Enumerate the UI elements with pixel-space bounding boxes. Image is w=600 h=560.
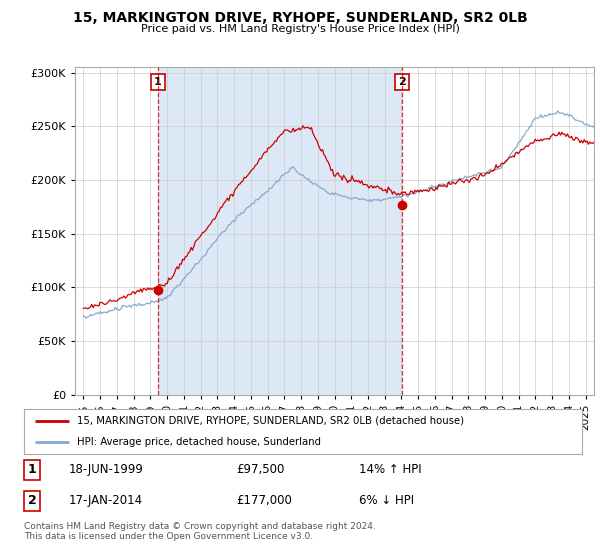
Text: Price paid vs. HM Land Registry's House Price Index (HPI): Price paid vs. HM Land Registry's House …	[140, 24, 460, 34]
Text: 17-JAN-2014: 17-JAN-2014	[68, 494, 143, 507]
Text: £97,500: £97,500	[236, 464, 284, 477]
Text: Contains HM Land Registry data © Crown copyright and database right 2024.
This d: Contains HM Land Registry data © Crown c…	[24, 522, 376, 542]
Text: 2: 2	[398, 77, 406, 87]
Text: £177,000: £177,000	[236, 494, 292, 507]
Text: 15, MARKINGTON DRIVE, RYHOPE, SUNDERLAND, SR2 0LB (detached house): 15, MARKINGTON DRIVE, RYHOPE, SUNDERLAND…	[77, 416, 464, 426]
Text: 14% ↑ HPI: 14% ↑ HPI	[359, 464, 421, 477]
Text: 1: 1	[154, 77, 162, 87]
Text: 18-JUN-1999: 18-JUN-1999	[68, 464, 143, 477]
Text: 2: 2	[28, 494, 37, 507]
Text: 1: 1	[28, 464, 37, 477]
Text: 6% ↓ HPI: 6% ↓ HPI	[359, 494, 414, 507]
Text: 15, MARKINGTON DRIVE, RYHOPE, SUNDERLAND, SR2 0LB: 15, MARKINGTON DRIVE, RYHOPE, SUNDERLAND…	[73, 11, 527, 25]
Text: HPI: Average price, detached house, Sunderland: HPI: Average price, detached house, Sund…	[77, 436, 321, 446]
Bar	[158, 67, 402, 395]
